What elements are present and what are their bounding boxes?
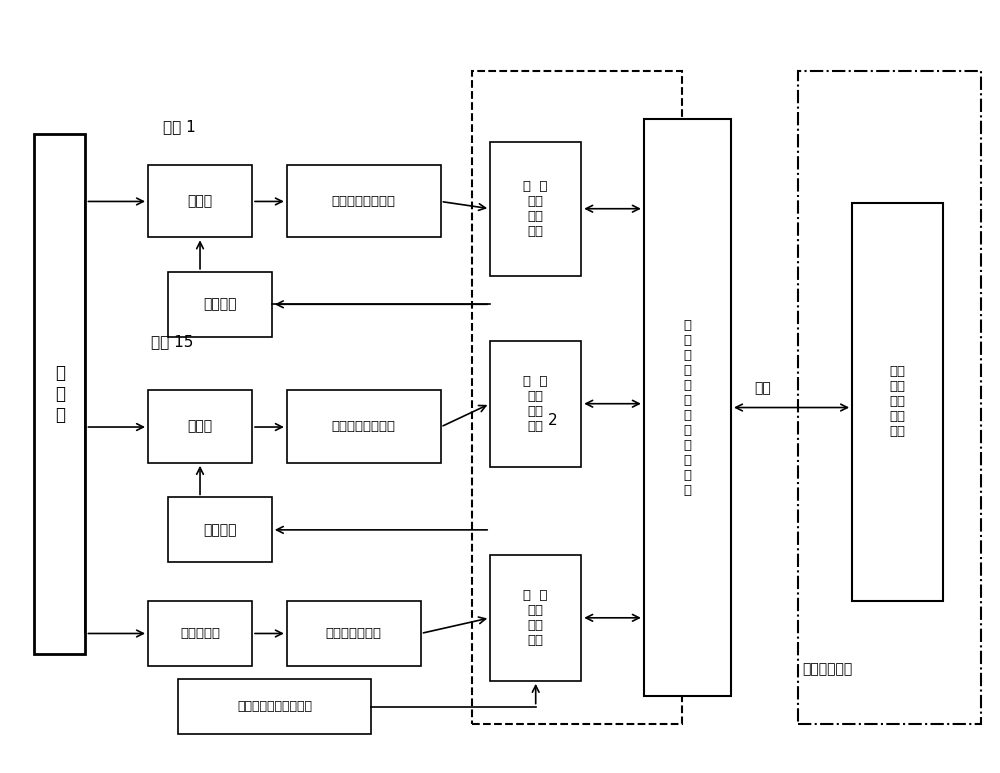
Text: 网络: 网络 xyxy=(754,381,771,395)
Text: 声  波
信号
调理
模块: 声 波 信号 调理 模块 xyxy=(523,375,548,433)
Bar xyxy=(168,272,272,337)
Text: 振动波导棒: 振动波导棒 xyxy=(180,627,220,639)
Bar xyxy=(287,601,421,666)
Text: 锅炉清灰除焦振打信号: 锅炉清灰除焦振打信号 xyxy=(237,700,312,713)
Bar xyxy=(148,601,252,666)
Bar xyxy=(148,165,252,237)
Bar xyxy=(287,390,440,463)
Text: 清灰除焦: 清灰除焦 xyxy=(203,523,237,537)
Text: 声  波
信号
调理
模块: 声 波 信号 调理 模块 xyxy=(523,179,548,238)
Bar xyxy=(490,141,581,276)
Text: 增强型声波传感器: 增强型声波传感器 xyxy=(332,195,396,208)
Bar xyxy=(168,497,272,563)
Text: 振  动
信号
调理
模块: 振 动 信号 调理 模块 xyxy=(523,589,548,647)
Bar xyxy=(490,341,581,467)
Bar xyxy=(644,119,731,696)
Bar xyxy=(287,165,440,237)
Text: 测点 15: 测点 15 xyxy=(151,335,193,349)
Text: 监测系统主机: 监测系统主机 xyxy=(802,662,853,676)
Text: 声导管: 声导管 xyxy=(187,420,213,434)
Bar xyxy=(490,555,581,681)
Text: 声导管: 声导管 xyxy=(187,194,213,208)
Text: 测点 1: 测点 1 xyxy=(163,119,196,134)
Text: 清灰除焦: 清灰除焦 xyxy=(203,298,237,312)
Bar xyxy=(34,135,85,654)
Text: 泄漏
信号
识别
监测
模块: 泄漏 信号 识别 监测 模块 xyxy=(890,366,906,438)
Bar xyxy=(472,70,682,724)
Bar xyxy=(852,203,943,601)
Text: 增强型声波传感器: 增强型声波传感器 xyxy=(332,421,396,433)
Text: 嵌
入
式
数
据
采
集
与
处
理
模
块: 嵌 入 式 数 据 采 集 与 处 理 模 块 xyxy=(683,318,691,496)
Bar xyxy=(178,679,371,734)
Text: 压电振动传感器: 压电振动传感器 xyxy=(326,627,382,639)
Bar xyxy=(148,390,252,463)
Bar xyxy=(798,70,981,724)
Text: 2: 2 xyxy=(548,414,557,428)
Text: 工
业
炉: 工 业 炉 xyxy=(55,364,65,424)
